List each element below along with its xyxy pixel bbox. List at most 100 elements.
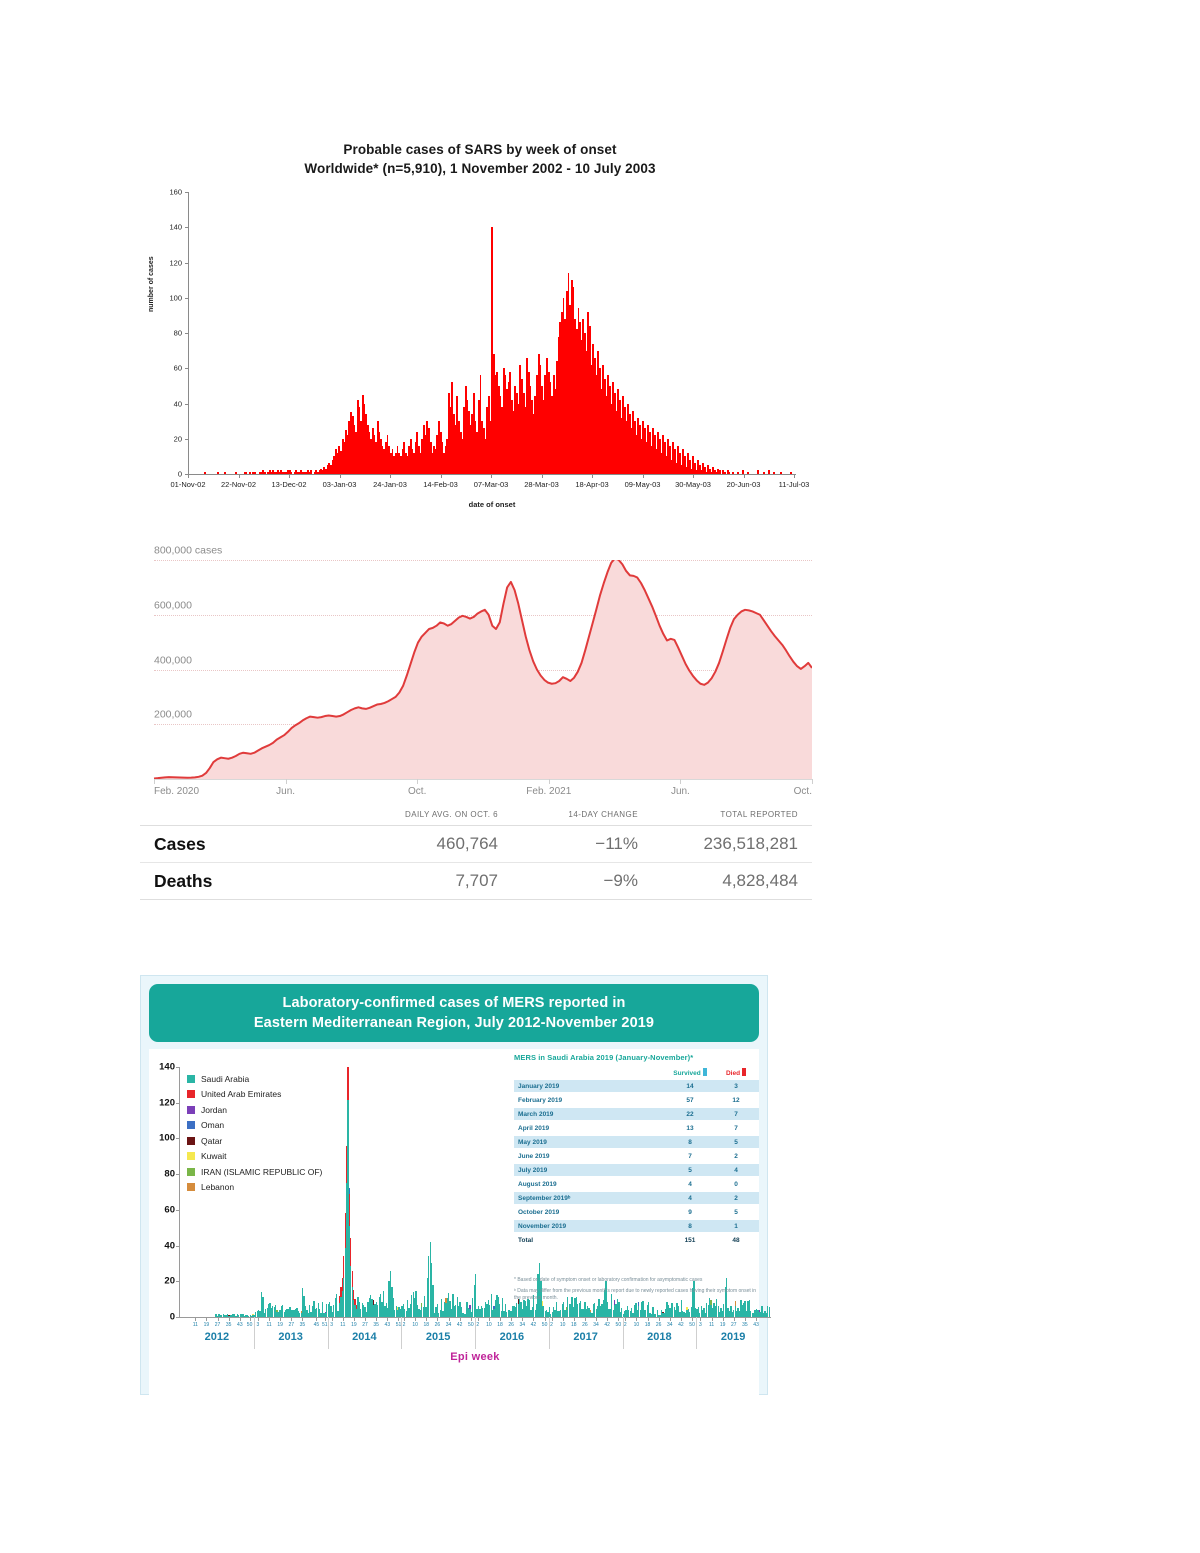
bar xyxy=(431,1263,433,1317)
mers-year-separator xyxy=(696,1317,698,1349)
bar xyxy=(702,463,704,474)
mers-week-tick-mark xyxy=(217,1318,219,1321)
mers-week-tick-mark xyxy=(448,1318,450,1321)
bar xyxy=(435,1307,437,1317)
bar xyxy=(526,1306,528,1317)
mers-plot-area: Saudi Arabia United Arab Emirates Jordan Om… xyxy=(149,1049,771,1404)
sars-chart-title: Probable cases of SARS by week of onset … xyxy=(150,140,810,178)
bar xyxy=(692,456,694,474)
bar xyxy=(543,1305,545,1317)
mers-week-tick: 11 xyxy=(340,1322,346,1328)
bar xyxy=(226,1313,229,1317)
bar xyxy=(323,1313,325,1317)
bar xyxy=(524,407,527,474)
mers-week-tick-mark xyxy=(195,1318,197,1321)
covid-cases-total: 236,518,281 xyxy=(703,834,798,853)
bar xyxy=(267,472,269,474)
bar xyxy=(494,375,497,474)
covid-area-chart xyxy=(153,560,812,779)
bar xyxy=(391,449,394,474)
bar xyxy=(327,1304,329,1317)
bar xyxy=(246,1315,248,1317)
mers-week-tick-mark xyxy=(459,1318,461,1321)
bar xyxy=(314,1309,317,1317)
legend-swatch-icon xyxy=(187,1136,195,1145)
mers-week-tick: 26 xyxy=(508,1322,514,1328)
covid-baseline xyxy=(154,779,812,780)
bar xyxy=(385,1302,387,1317)
bar xyxy=(415,1291,417,1317)
bar xyxy=(585,1308,587,1317)
bar xyxy=(394,1310,396,1317)
bar xyxy=(639,1310,641,1317)
bar xyxy=(321,1301,324,1317)
bar xyxy=(279,1310,281,1317)
bar xyxy=(513,1306,515,1317)
covid-x-tick: Oct. xyxy=(408,786,427,797)
bar xyxy=(236,1314,239,1317)
mers-week-tick: 27 xyxy=(214,1322,221,1328)
mers-row-survived: 13 xyxy=(667,1121,713,1136)
bar xyxy=(351,1286,353,1317)
bar xyxy=(763,472,766,474)
mers-y-tick-mark xyxy=(176,1102,180,1104)
bar xyxy=(303,1295,305,1317)
bar xyxy=(260,1292,263,1317)
bar xyxy=(534,396,537,474)
mers-week-tick-mark xyxy=(511,1318,513,1321)
bar xyxy=(718,470,721,474)
bar xyxy=(491,227,494,474)
mers-y-tick: 20 xyxy=(164,1275,175,1287)
bar xyxy=(414,1298,416,1317)
bar xyxy=(559,322,562,474)
bar xyxy=(676,1302,678,1317)
covid-x-tick: Oct. xyxy=(793,786,812,797)
bar xyxy=(726,470,729,474)
bar xyxy=(598,1298,600,1317)
bar xyxy=(470,1311,473,1317)
bar xyxy=(577,308,580,474)
mers-week-tick-mark xyxy=(573,1318,575,1321)
bar xyxy=(429,442,432,474)
bar xyxy=(477,399,480,474)
bar xyxy=(484,1302,487,1317)
bar xyxy=(345,429,347,474)
mers-total-survived: 151 xyxy=(667,1232,713,1248)
bar xyxy=(358,1301,360,1317)
mers-week-tick-mark xyxy=(711,1318,713,1321)
sars-x-tick: 28-Mar-03 xyxy=(524,480,559,489)
bar xyxy=(307,1312,309,1317)
bar xyxy=(404,452,407,474)
bar xyxy=(581,1309,583,1317)
bar xyxy=(446,438,449,474)
bar xyxy=(530,1309,532,1317)
bar xyxy=(680,465,683,474)
bar xyxy=(315,470,318,474)
bar xyxy=(690,1307,692,1317)
bar xyxy=(473,1284,475,1317)
bar xyxy=(450,1309,453,1317)
bar xyxy=(605,396,608,474)
bar xyxy=(659,1314,661,1317)
mers-week-tick: 19 xyxy=(203,1322,210,1328)
bar xyxy=(657,1314,660,1317)
mers-week-tick-mark xyxy=(470,1318,472,1321)
bar xyxy=(419,1310,421,1317)
bar xyxy=(516,392,518,474)
bar xyxy=(743,1302,745,1317)
sars-x-tick-mark xyxy=(390,474,391,478)
bar xyxy=(612,1309,614,1317)
bar xyxy=(221,1314,223,1317)
bar xyxy=(345,1145,348,1183)
mers-y-tick: 100 xyxy=(159,1132,175,1144)
bar xyxy=(399,1309,402,1317)
bar xyxy=(534,1309,536,1317)
bar xyxy=(333,456,336,474)
bar xyxy=(296,1307,298,1317)
bar xyxy=(424,435,427,474)
bar xyxy=(582,1308,585,1317)
sars-y-tick-mark xyxy=(185,262,189,264)
bar xyxy=(354,1299,356,1306)
bar xyxy=(504,1303,507,1317)
bar xyxy=(687,1309,690,1317)
